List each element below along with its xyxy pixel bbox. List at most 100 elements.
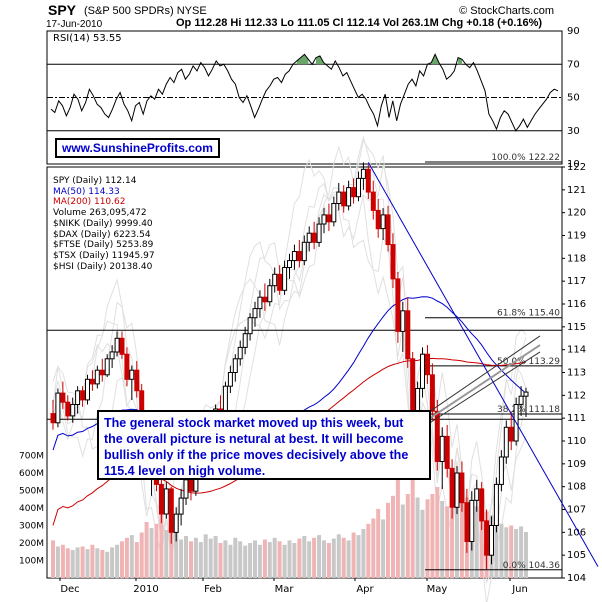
candle [523, 391, 529, 397]
candle [282, 267, 288, 291]
channel-line [429, 344, 541, 419]
candle [301, 241, 307, 262]
volume-bar [494, 518, 499, 578]
volume-bar [213, 536, 218, 578]
volume-bar [159, 515, 164, 578]
volume-bar [223, 540, 228, 578]
candle [252, 308, 258, 319]
candle [518, 395, 524, 405]
candle [469, 499, 475, 542]
volume-bar [430, 494, 435, 578]
promo-link[interactable]: www.SunshineProfits.com [55, 138, 220, 158]
candle [306, 232, 312, 243]
volume-bar [514, 529, 519, 578]
volume-bar [139, 532, 144, 578]
legend-item: $NIKK (Daily) 9999.40 [53, 218, 153, 229]
price-tick-label: 111 [567, 413, 586, 424]
rsi-label: RSI(14) 53.55 [53, 33, 122, 44]
fib-label: 100.0% 122.22 [491, 153, 560, 163]
price-tick-label: 120 [567, 208, 586, 219]
volume-bar [51, 540, 55, 578]
candle [296, 251, 302, 262]
volume-bar [262, 539, 267, 578]
candle [89, 378, 95, 385]
volume-bar [85, 549, 90, 578]
candle [183, 479, 189, 499]
rsi-overbought-fill [296, 54, 309, 65]
candle [124, 353, 130, 380]
volume-bar [361, 529, 366, 578]
volume-bar [243, 545, 248, 578]
candle [429, 374, 435, 412]
candle [385, 214, 391, 246]
fib-label: 61.8% 115.40 [497, 309, 560, 319]
volume-bar [120, 541, 124, 579]
volume-bar [420, 509, 425, 579]
candle [503, 426, 509, 458]
candle [232, 358, 238, 373]
candle [316, 223, 322, 243]
volume-tick-label: 100M [19, 557, 44, 567]
price-tick-label: 107 [567, 505, 586, 516]
rsi-tick-label: 70 [567, 59, 580, 70]
volume-bar [149, 528, 154, 578]
volume-bar [129, 535, 134, 578]
x-tick-label: May [427, 584, 448, 595]
candle [158, 483, 164, 515]
volume-bar [257, 544, 262, 579]
price-tick-label: 118 [567, 253, 586, 264]
x-tick-label: Dec [60, 584, 79, 595]
volume-bar [238, 541, 243, 579]
candle [326, 214, 332, 223]
candle [484, 520, 490, 556]
candle [311, 232, 317, 243]
legend-item: Volume 263,095,472 [53, 208, 147, 219]
volume-bar [435, 487, 440, 578]
x-tick-label: Apr [356, 584, 374, 595]
candle [70, 404, 76, 417]
candle [346, 187, 352, 207]
candle [351, 187, 357, 198]
volume-tick-label: 300M [19, 522, 44, 532]
x-axis: Dec 2010 Feb Mar Apr May Jun [59, 578, 528, 595]
volume-bar [356, 535, 361, 578]
volume-bar [524, 532, 528, 578]
legend-item: $FTSE (Daily) 5253.89 [53, 240, 154, 251]
volume-bar [425, 499, 430, 579]
volume-bar [519, 526, 524, 578]
volume-bar [55, 546, 60, 578]
volume-bar [179, 539, 184, 578]
volume-bar [282, 544, 287, 579]
candle [75, 390, 81, 405]
candle [65, 401, 71, 417]
candle [444, 435, 450, 469]
symbol-name: (S&P 500 SPDRs) NYSE [84, 5, 207, 17]
x-tick-label: Mar [275, 584, 295, 595]
candle [439, 435, 445, 462]
volume-bar [233, 537, 238, 579]
candle [237, 346, 243, 360]
trend-line [367, 162, 599, 567]
ohlc-summary: Op 112.28 Hi 112.33 Lo 111.05 Cl 112.14 … [176, 17, 543, 29]
legend-item: MA(50) 114.33 [53, 186, 120, 197]
price-tick-label: 119 [567, 231, 586, 242]
volume-bar [60, 544, 65, 579]
volume-tick-label: 600M [19, 469, 44, 479]
volume-bar [312, 537, 317, 579]
candle [168, 488, 174, 533]
candle [498, 456, 504, 485]
legend-item: $DAX (Daily) 6223.54 [53, 229, 151, 240]
volume-bar [253, 540, 257, 578]
candle [129, 369, 135, 380]
volume-bar [287, 540, 292, 578]
volume-bar [381, 519, 386, 578]
candle [104, 358, 110, 376]
volume-bar [70, 550, 75, 578]
volume-bar [351, 532, 356, 578]
candle [321, 214, 327, 225]
candle [474, 488, 480, 501]
legend-item: SPY (Daily) 112.14 [53, 176, 137, 186]
volume-bar [292, 543, 297, 578]
legend-item: $HSI (Daily) 20138.40 [53, 261, 153, 272]
volume-bar [80, 546, 85, 578]
